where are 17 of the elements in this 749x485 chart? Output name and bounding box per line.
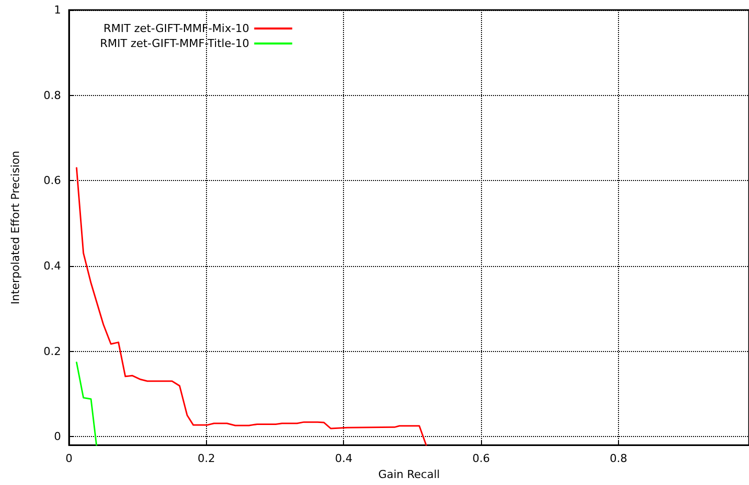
x-tick-label: 0.8 [610,452,628,466]
y-axis-title: Interpolated Effort Precision [9,150,22,304]
x-tick-label: 0 [66,452,72,466]
y-tick-label: 0.6 [44,174,61,188]
x-tick-label: 0.6 [472,452,490,466]
y-tick-label: 0.8 [44,88,61,102]
x-axis-title: Gain Recall [378,468,440,481]
x-tick-label: 0.4 [334,452,352,466]
y-tick-label: 0.2 [44,344,61,358]
legend-label: RMIT zet-GIFT-MMF-Mix-10 [104,22,250,35]
y-tick-label: 0.4 [44,259,61,272]
line-series [76,362,98,446]
line-series [76,167,427,446]
y-tick-label: 0 [54,430,61,444]
y-tick-label: 1 [54,4,61,16]
x-tick-label: 0.2 [198,452,216,466]
legend-label: RMIT zet-GIFT-MMF-Title-10 [100,37,250,50]
